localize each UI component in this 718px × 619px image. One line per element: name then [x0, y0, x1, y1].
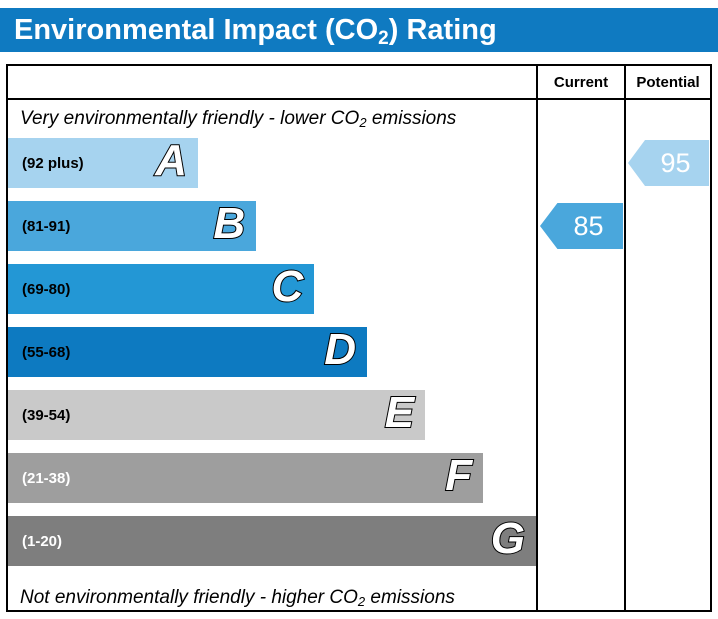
band-range-c: (69-80)	[22, 280, 71, 298]
header-spacer	[8, 66, 536, 98]
band-row-c: (69-80) C	[8, 261, 536, 314]
potential-rating-arrow: 95	[628, 140, 709, 186]
bottom-caption-suffix: emissions	[365, 587, 455, 608]
band-bar-e: (39-54) E	[8, 387, 426, 440]
epc-rating-chart: Current Potential Very environmentally f…	[6, 64, 712, 612]
band-bar-a: (92 plus) A	[8, 135, 199, 188]
band-range-d: (55-68)	[22, 343, 71, 361]
band-bar-f: (21-38) F	[8, 450, 484, 503]
band-row-a: (92 plus) A	[8, 135, 536, 188]
page-title-subscript: 2	[378, 28, 389, 49]
band-row-b: (81-91) B	[8, 198, 536, 251]
potential-column: 95	[624, 100, 710, 610]
top-caption-text: Very environmentally friendly - lower CO	[20, 108, 360, 129]
bands: (92 plus) A (81-91) B (69-80) C (55-68) D (39-54…	[8, 135, 536, 579]
current-rating-value: 85	[573, 210, 604, 241]
top-caption-subscript: 2	[359, 115, 367, 130]
top-caption-suffix: emissions	[366, 108, 457, 129]
band-range-e: (39-54)	[22, 406, 71, 424]
band-row-g: (1-20) G	[8, 513, 536, 566]
column-header-current: Current	[536, 66, 624, 98]
band-range-g: (1-20)	[22, 532, 63, 550]
band-letter-g: G	[490, 513, 526, 564]
page-title: Environmental Impact (CO2) Rating	[0, 8, 718, 52]
band-bar-b: (81-91) B	[8, 198, 257, 251]
band-letter-b: B	[212, 198, 246, 249]
band-bar-g: (1-20) G	[8, 513, 536, 566]
bottom-caption-subscript: 2	[357, 594, 366, 609]
bottom-caption: Not environmentally friendly - higher CO…	[8, 579, 536, 617]
band-row-e: (39-54) E	[8, 387, 536, 440]
page-title-suffix: ) Rating	[388, 14, 497, 46]
bottom-caption-text: Not environmentally friendly - higher CO	[20, 587, 358, 608]
top-caption: Very environmentally friendly - lower CO…	[8, 100, 536, 138]
band-letter-e: E	[384, 387, 415, 438]
band-bar-d: (55-68) D	[8, 324, 368, 377]
current-column: 85	[536, 100, 624, 610]
band-letter-a: A	[154, 135, 188, 186]
band-letter-f: F	[444, 450, 473, 501]
chart-header-row: Current Potential	[8, 66, 710, 100]
band-bar-c: (69-80) C	[8, 261, 315, 314]
band-letter-d: D	[323, 324, 357, 375]
band-range-f: (21-38)	[22, 469, 71, 487]
current-rating-arrow: 85	[540, 203, 623, 249]
potential-rating-value: 95	[660, 147, 691, 178]
page-title-text: Environmental Impact (CO	[14, 14, 379, 46]
bands-column: Very environmentally friendly - lower CO…	[8, 100, 536, 610]
band-letter-c: C	[270, 261, 304, 312]
band-row-d: (55-68) D	[8, 324, 536, 377]
band-range-b: (81-91)	[22, 217, 71, 235]
band-row-f: (21-38) F	[8, 450, 536, 503]
column-header-potential: Potential	[624, 66, 710, 98]
band-range-a: (92 plus)	[22, 154, 84, 172]
chart-body: Very environmentally friendly - lower CO…	[8, 100, 710, 610]
